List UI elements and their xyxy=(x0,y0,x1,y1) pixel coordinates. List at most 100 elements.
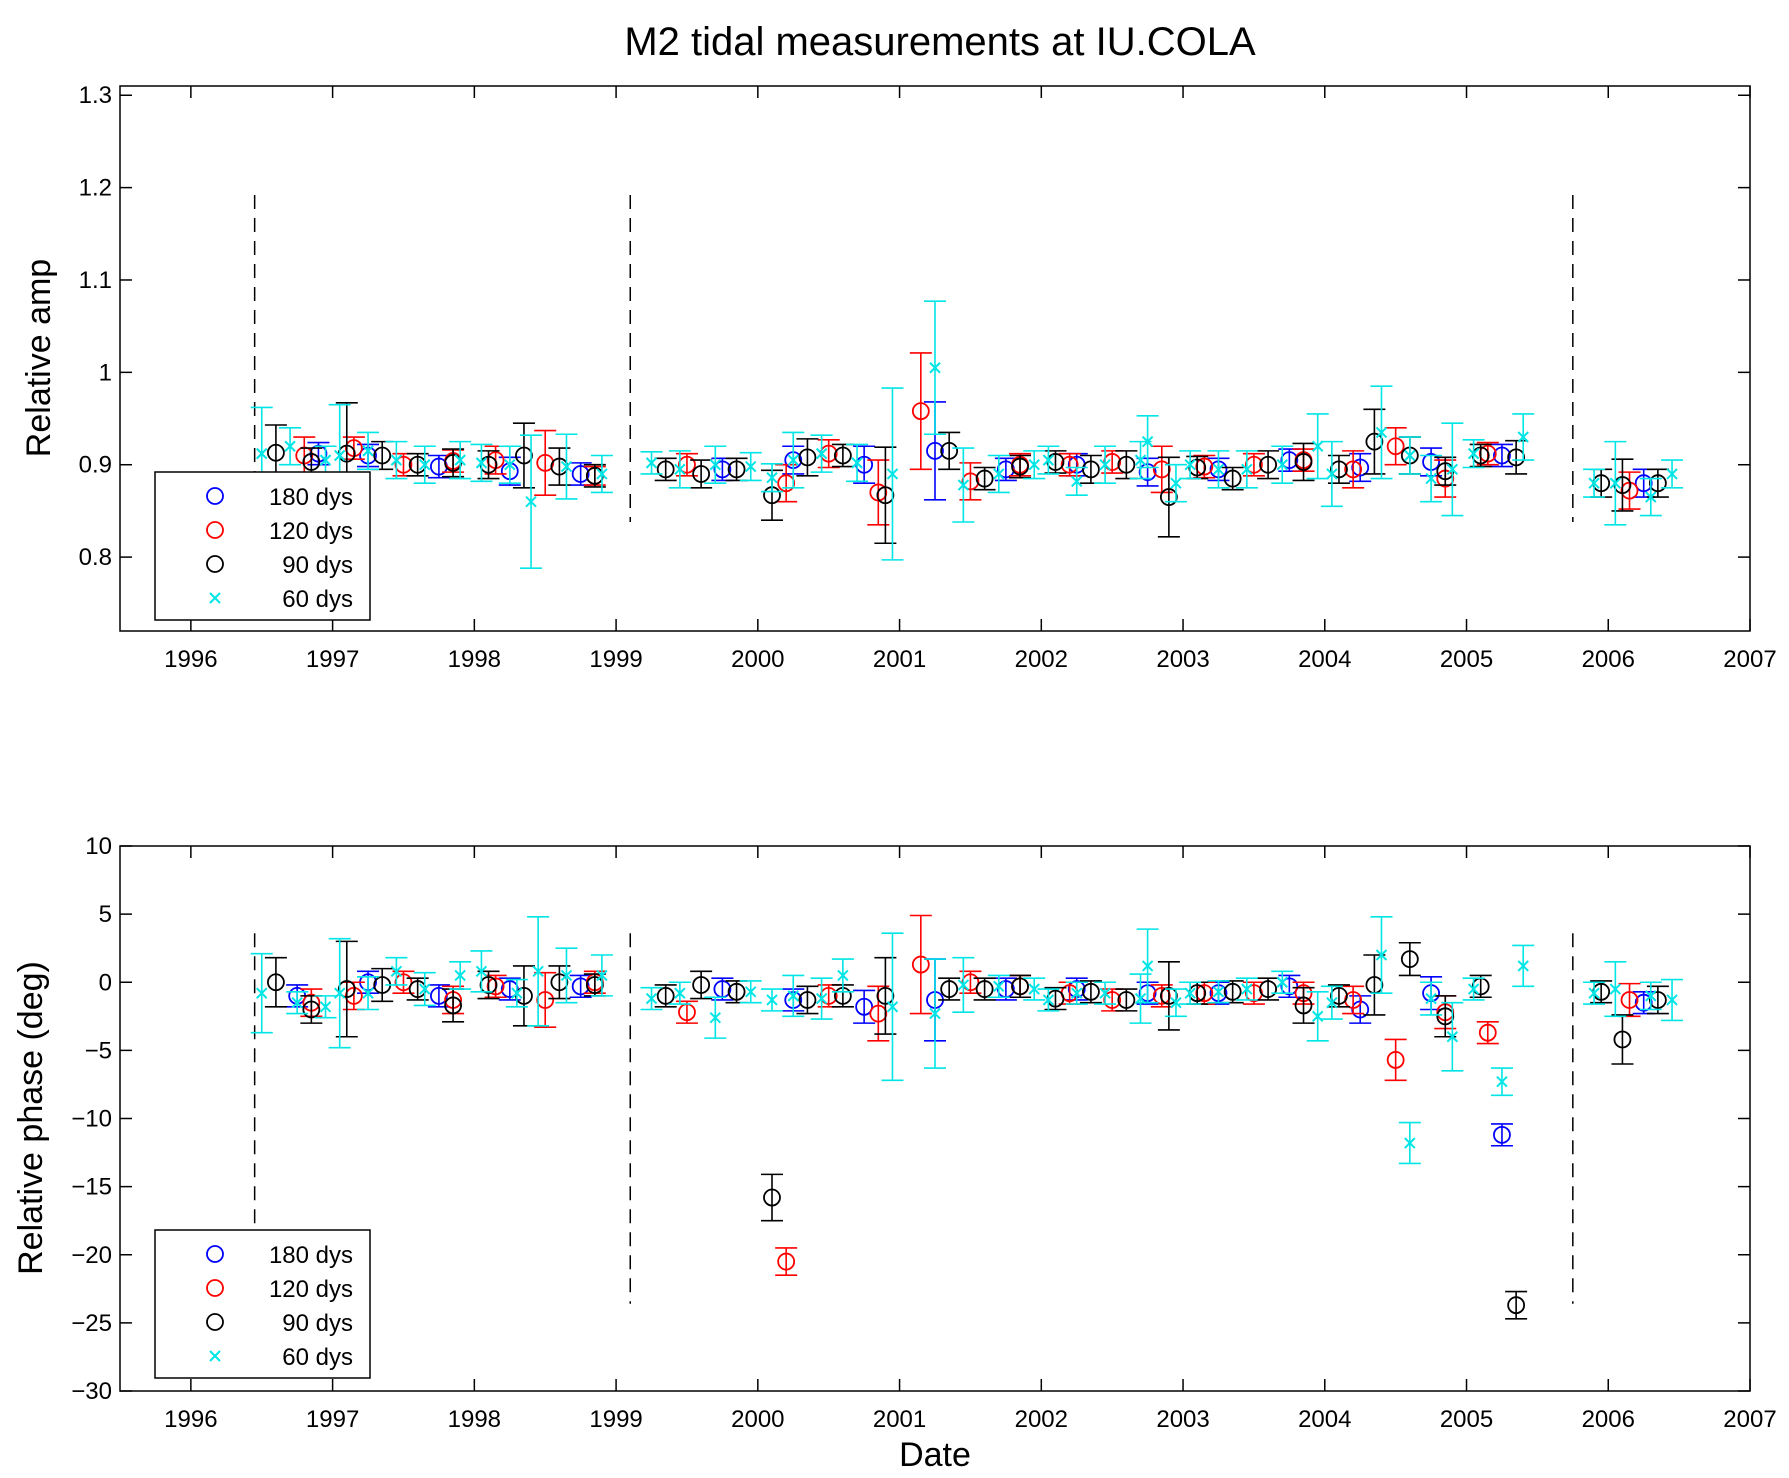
phase-point-60-dys xyxy=(810,977,833,1020)
phase-y-tick-label: 5 xyxy=(99,901,112,928)
amplitude-point-90-dys xyxy=(371,440,394,471)
amplitude-point-60-dys xyxy=(1398,436,1421,475)
phase-point-60-dys xyxy=(590,954,613,997)
amplitude-legend-marker xyxy=(209,592,221,604)
phase-point-60-dys xyxy=(1235,977,1258,1001)
amplitude-point-90-dys xyxy=(512,422,535,489)
phase-point-60-dys xyxy=(924,958,946,1069)
phase-point-90-dys xyxy=(1327,984,1350,1008)
phase-point-180-dys xyxy=(853,989,876,1024)
amplitude-legend-label: 60 dys xyxy=(282,586,353,613)
phase-x-tick-label: 2000 xyxy=(731,1406,784,1433)
phase-point-90-dys xyxy=(1611,1014,1634,1065)
amplitude-point-60-dys xyxy=(1235,450,1258,489)
chart-title: M2 tidal measurements at IU.COLA xyxy=(624,20,1256,64)
phase-point-90-dys xyxy=(796,985,819,1015)
phase-point-60-dys xyxy=(1661,978,1684,1022)
amplitude-point-60-dys xyxy=(782,431,805,489)
amplitude-x-tick-label: 2002 xyxy=(1015,646,1068,673)
phase-point-60-dys xyxy=(1441,1001,1464,1072)
phase-legend-marker xyxy=(206,1245,224,1263)
phase-point-60-dys xyxy=(1462,977,1485,1001)
amplitude-point-90-dys xyxy=(725,457,748,482)
phase-x-tick-label: 1997 xyxy=(306,1406,359,1433)
phase-point-60-dys xyxy=(952,956,975,1014)
amplitude-point-60-dys xyxy=(470,443,493,483)
x-axis-label: Date xyxy=(899,1436,971,1474)
amplitude-point-60-dys xyxy=(668,450,691,489)
amplitude-y-tick-label: 0.9 xyxy=(79,452,112,479)
amplitude-point-60-dys xyxy=(1512,413,1535,461)
phase-point-60-dys xyxy=(1179,981,1202,1005)
phase-y-axis-label: Relative phase (deg) xyxy=(12,961,50,1275)
phase-point-60-dys xyxy=(413,971,436,1007)
phase-point-60-dys xyxy=(357,975,380,1011)
phase-point-90-dys xyxy=(1398,941,1421,977)
phase-point-60-dys xyxy=(704,996,727,1039)
phase-point-120-dys xyxy=(1476,1020,1499,1045)
phase-point-60-dys xyxy=(1370,916,1393,994)
phase-x-tick-label: 1998 xyxy=(448,1406,501,1433)
amplitude-point-90-dys xyxy=(1292,442,1315,482)
amplitude-point-60-dys xyxy=(1420,454,1443,503)
phase-point-60-dys xyxy=(385,956,408,986)
amplitude-point-60-dys xyxy=(846,443,869,483)
amplitude-point-90-dys xyxy=(1505,439,1528,475)
amplitude-point-60-dys xyxy=(704,445,727,485)
phase-point-60-dys xyxy=(470,950,493,993)
phase-point-60-dys xyxy=(314,995,337,1019)
amplitude-x-tick-label: 1996 xyxy=(164,646,217,673)
phase-legend-marker xyxy=(206,1279,224,1297)
phase-point-60-dys xyxy=(527,916,550,1027)
phase-point-90-dys xyxy=(1115,988,1138,1012)
phase-point-90-dys xyxy=(1505,1290,1528,1320)
phase-point-60-dys xyxy=(640,986,663,1011)
amplitude-point-60-dys xyxy=(357,431,380,471)
amplitude-legend-marker xyxy=(206,555,224,573)
amplitude-point-90-dys xyxy=(690,459,713,489)
amplitude-point-90-dys xyxy=(1221,466,1244,491)
phase-y-tick-label: −30 xyxy=(71,1378,112,1405)
phase-point-60-dys xyxy=(1136,928,1159,1004)
phase-point-60-dys xyxy=(1037,988,1060,1012)
phase-point-60-dys xyxy=(1023,977,1046,1001)
amplitude-point-60-dys xyxy=(761,463,783,493)
phase-point-60-dys xyxy=(881,932,904,1082)
amplitude-point-90-dys xyxy=(938,431,961,471)
phase-point-60-dys xyxy=(782,974,805,1018)
amplitude-point-90-dys xyxy=(796,438,819,477)
phase-legend-label: 90 dys xyxy=(282,1310,353,1337)
amplitude-x-tick-label: 1999 xyxy=(589,646,642,673)
amplitude-point-60-dys xyxy=(498,445,521,485)
amplitude-point-60-dys xyxy=(520,434,543,569)
amplitude-point-60-dys xyxy=(1604,440,1627,526)
amplitude-point-90-dys xyxy=(1157,456,1180,538)
phase-point-60-dys xyxy=(1490,1067,1513,1097)
phase-point-60-dys xyxy=(831,958,854,993)
phase-point-60-dys xyxy=(987,974,1010,999)
phase-x-tick-label: 2007 xyxy=(1723,1406,1776,1433)
amplitude-point-120-dys xyxy=(909,352,932,471)
phase-point-90-dys xyxy=(512,965,535,1027)
amplitude-point-60-dys xyxy=(1441,422,1464,517)
amplitude-point-60-dys xyxy=(1207,450,1230,489)
amplitude-point-60-dys xyxy=(640,450,663,475)
phase-y-tick-label: −20 xyxy=(71,1242,112,1269)
amplitude-point-60-dys xyxy=(413,445,436,485)
amplitude-point-60-dys xyxy=(1306,413,1329,480)
amplitude-legend-box xyxy=(154,471,371,621)
phase-point-90-dys xyxy=(442,988,465,1023)
amplitude-y-tick-label: 1.3 xyxy=(79,82,112,109)
amplitude-point-60-dys xyxy=(449,440,472,480)
phase-point-60-dys xyxy=(286,990,309,1015)
phase-point-60-dys xyxy=(1320,985,1343,1020)
amplitude-y-tick-label: 1.1 xyxy=(79,267,112,294)
amplitude-point-60-dys xyxy=(1583,468,1606,498)
amplitude-x-tick-label: 2001 xyxy=(873,646,926,673)
phase-point-90-dys xyxy=(1292,986,1315,1024)
amplitude-point-60-dys xyxy=(555,433,578,500)
phase-point-90-dys xyxy=(874,956,897,1035)
phase-point-60-dys xyxy=(250,952,273,1034)
amplitude-point-60-dys xyxy=(1370,385,1393,480)
